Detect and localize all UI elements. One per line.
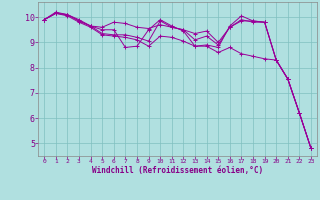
X-axis label: Windchill (Refroidissement éolien,°C): Windchill (Refroidissement éolien,°C) (92, 166, 263, 175)
